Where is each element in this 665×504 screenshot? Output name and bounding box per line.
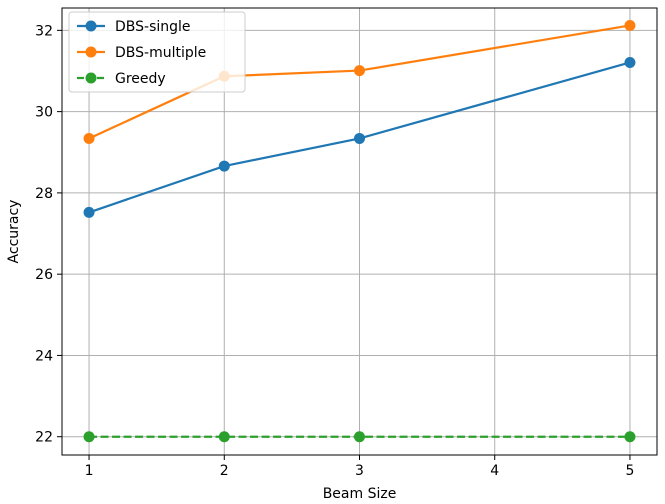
legend-swatch-marker <box>85 72 97 84</box>
legend: DBS-single DBS-multiple Greedy <box>68 11 246 93</box>
series-line-dbs-single <box>88 61 631 214</box>
data-point-greedy <box>624 431 636 443</box>
x-tick-label: 4 <box>490 463 499 479</box>
legend-label: Greedy <box>115 71 166 87</box>
grid <box>62 8 657 455</box>
y-tick-label: 28 <box>35 186 53 202</box>
legend-label: DBS-single <box>115 19 191 35</box>
data-point-dbs-single <box>218 160 230 172</box>
x-tick-label: 1 <box>85 463 94 479</box>
data-point-dbs-multiple <box>624 19 636 31</box>
x-axis-label: Beam Size <box>323 486 397 502</box>
ticks: 1 2 3 4 5 22 24 26 28 30 32 <box>35 23 634 479</box>
legend-entry-dbs-single: DBS-single <box>77 19 191 35</box>
data-point-greedy <box>354 431 365 443</box>
legend-swatch-marker <box>85 20 97 32</box>
legend-entry-greedy: Greedy <box>77 71 166 87</box>
x-tick-label: 3 <box>355 463 364 479</box>
data-point-dbs-single <box>354 132 365 144</box>
data-point-dbs-single <box>624 56 636 68</box>
legend-swatch-marker <box>85 46 97 58</box>
series-line-dbs-multiple <box>88 24 631 140</box>
y-axis-label: Accuracy <box>6 200 22 264</box>
data-point-dbs-multiple <box>83 132 95 144</box>
series-dbs-single <box>83 56 636 218</box>
y-tick-label: 30 <box>35 105 53 121</box>
data-point-dbs-single <box>83 206 95 218</box>
legend-box <box>68 11 246 93</box>
y-tick-label: 26 <box>35 267 53 283</box>
y-tick-label: 24 <box>35 348 53 364</box>
data-point-greedy <box>218 431 230 443</box>
y-tick-label: 22 <box>35 430 53 446</box>
y-tick-label: 32 <box>35 23 53 39</box>
series-greedy <box>83 431 636 443</box>
x-tick-label: 2 <box>220 463 229 479</box>
legend-entry-dbs-multiple: DBS-multiple <box>77 45 206 61</box>
legend-label: DBS-multiple <box>115 45 206 61</box>
x-tick-label: 5 <box>625 463 634 479</box>
data-point-dbs-multiple <box>354 65 365 77</box>
data-point-greedy <box>83 431 95 443</box>
